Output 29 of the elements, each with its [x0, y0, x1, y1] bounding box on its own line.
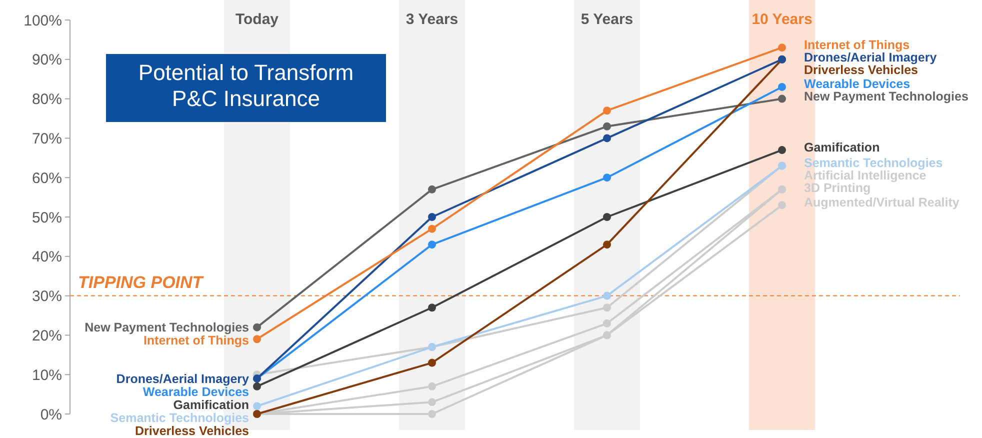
y-tick-label: 90%: [32, 52, 62, 69]
x-tick-label: 3 Years: [406, 11, 458, 28]
y-tick-label: 80%: [32, 91, 62, 108]
y-tick-label: 100%: [24, 12, 62, 30]
annotation: Gamification: [173, 398, 249, 412]
x-tick-label: 10 Years: [752, 11, 812, 28]
y-tick-label: 30%: [32, 288, 62, 306]
y-tick-label: 50%: [32, 209, 62, 226]
x-tick-label: Today: [235, 11, 280, 28]
ref-line-label: TIPPING POINT: [78, 272, 204, 292]
series-label: Internet of Things: [804, 38, 910, 52]
y-tick-label: 70%: [32, 130, 62, 148]
annotation: New Payment Technologies: [84, 320, 250, 335]
series-label: Wearable Devices: [804, 77, 910, 92]
title-box: Potential to Transform P&C Insurance: [106, 54, 386, 122]
y-tick-label: 60%: [32, 170, 62, 187]
y-tick-label: 0%: [40, 406, 62, 424]
y-tick-label: 20%: [32, 327, 62, 344]
y-tick-label: 10%: [32, 366, 62, 384]
annotation: Drones/Aerial Imagery: [116, 372, 250, 386]
annotation: Wearable Devices: [142, 384, 250, 399]
y-tick-label: 40%: [32, 248, 62, 266]
x-tick-label: 5 Years: [580, 11, 634, 28]
annotation: Semantic Technologies: [110, 410, 250, 425]
series-label: Semantic Technologies: [804, 156, 943, 170]
annotation: Driverless Vehicles: [135, 424, 250, 438]
series-label: Gamification: [804, 140, 880, 154]
annotation: Internet of Things: [143, 334, 250, 348]
series-label: New Payment Technologies: [804, 90, 968, 104]
